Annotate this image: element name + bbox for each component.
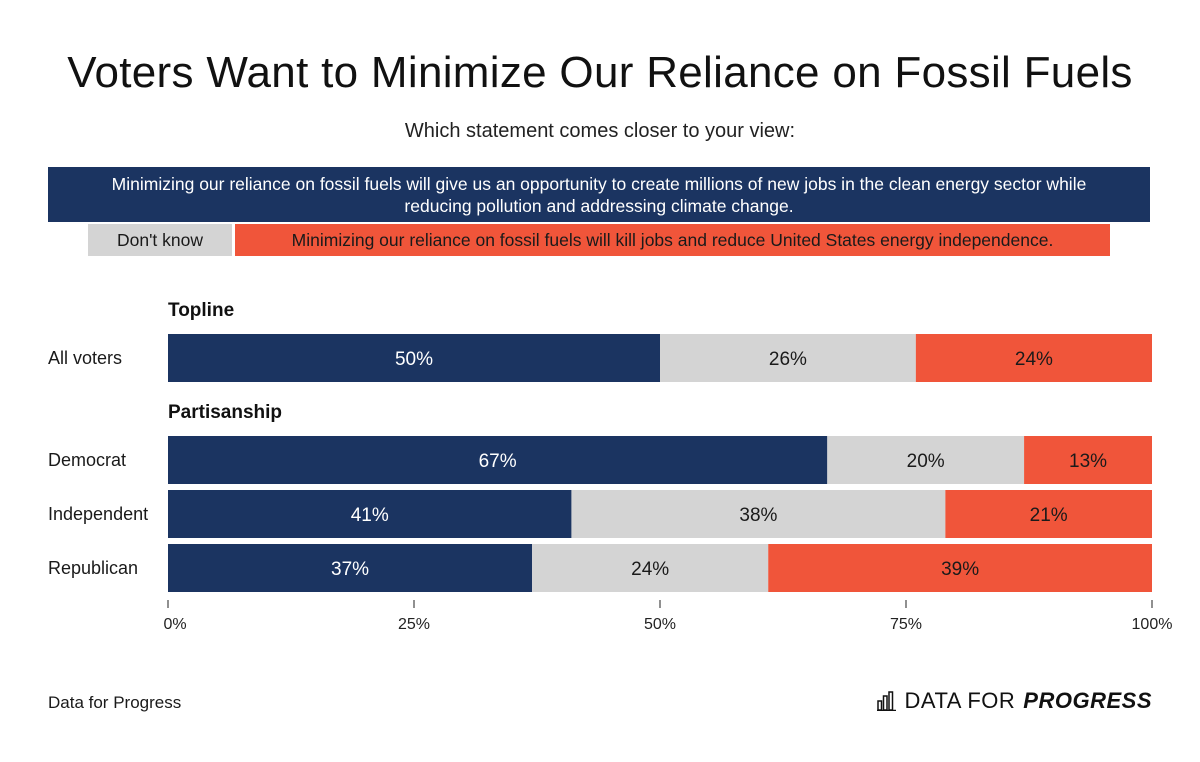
bar-all-voters-series-1 xyxy=(660,334,916,382)
bar-republican-series-2 xyxy=(768,544,1152,592)
row-label-republican: Republican xyxy=(48,558,139,578)
x-tick-label-100: 100% xyxy=(1132,616,1173,633)
data-label-republican-series-2: 39% xyxy=(941,559,979,580)
bar-chart-icon xyxy=(876,691,896,711)
x-tick-label-25: 25% xyxy=(398,616,430,633)
section-topline: Topline xyxy=(168,300,235,321)
brand-text: DATA FOR xyxy=(904,688,1016,713)
bar-republican-series-1 xyxy=(532,544,769,592)
source-note: Data for Progress xyxy=(48,693,182,712)
data-label-all-voters-series-2: 24% xyxy=(1015,349,1053,370)
chart-subtitle: Which statement comes closer to your vie… xyxy=(404,120,796,142)
row-label-independent: Independent xyxy=(48,504,149,524)
legend-kill-jobs-label: Minimizing our reliance on fossil fuels … xyxy=(291,229,1054,250)
legend-dont-know-label: Don't know xyxy=(116,229,204,250)
legend-clean-energy-label: Minimizing our reliance on fossil fuels … xyxy=(111,173,1087,216)
bar-democrat-series-2 xyxy=(1024,436,1152,484)
section-partisanship: Partisanship xyxy=(168,402,283,423)
data-label-republican-series-0: 37% xyxy=(331,559,369,580)
row-label-all-voters: All voters xyxy=(48,348,123,368)
data-label-independent-series-0: 41% xyxy=(351,505,389,526)
data-label-independent-series-1: 38% xyxy=(739,505,777,526)
bar-independent-series-2 xyxy=(945,490,1152,538)
x-tick-label-75: 75% xyxy=(890,616,922,633)
legend-kill-jobs: Minimizing our reliance on fossil fuels … xyxy=(235,224,1110,256)
chart-title: Voters Want to Minimize Our Reliance on … xyxy=(67,48,1133,97)
row-label-democrat: Democrat xyxy=(48,450,127,470)
x-tick-label-50: 50% xyxy=(644,616,676,633)
data-label-democrat-series-0: 67% xyxy=(479,451,517,472)
legend-dont-know: Don't know xyxy=(88,224,232,256)
data-label-democrat-series-1: 20% xyxy=(907,451,945,472)
bar-independent-series-0 xyxy=(168,490,572,538)
data-label-independent-series-2: 21% xyxy=(1030,505,1068,526)
data-label-republican-series-1: 24% xyxy=(631,559,669,580)
data-label-democrat-series-2: 13% xyxy=(1069,451,1107,472)
bar-democrat-series-0 xyxy=(168,436,828,484)
bar-republican-series-0 xyxy=(168,544,533,592)
legend-clean-energy: Minimizing our reliance on fossil fuels … xyxy=(48,167,1150,222)
bar-all-voters-series-2 xyxy=(915,334,1152,382)
brand-text-bold: PROGRESS xyxy=(1023,688,1152,713)
data-label-all-voters-series-1: 26% xyxy=(769,349,807,370)
bar-independent-series-1 xyxy=(571,490,946,538)
bar-all-voters-series-0 xyxy=(168,334,660,382)
x-tick-label-0: 0% xyxy=(163,616,186,633)
bar-democrat-series-1 xyxy=(827,436,1025,484)
brand-logo: DATA FOR PROGRESS xyxy=(876,688,1152,714)
data-label-all-voters-series-0: 50% xyxy=(395,349,433,370)
